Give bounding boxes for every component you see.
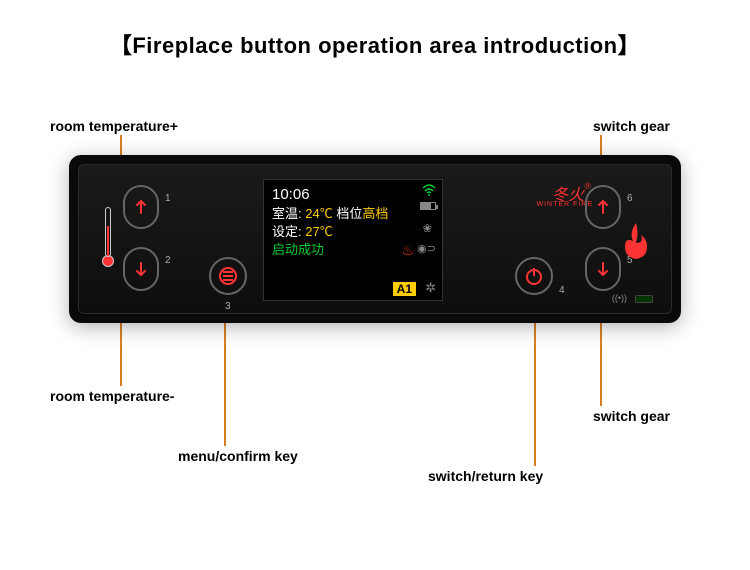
gear-value: 高档 xyxy=(362,206,388,221)
gear-label: 档位 xyxy=(336,206,362,221)
set-value: 27℃ xyxy=(305,224,332,239)
label-room-temp-up: room temperature+ xyxy=(50,118,178,134)
screen-set-row: 设定: 27℃ xyxy=(272,223,434,241)
fan-icon: ✲ xyxy=(425,280,436,296)
label-switch-gear-top: switch gear xyxy=(593,118,670,134)
lcd-screen: ❀ 10:06 室温: 24℃ 档位高档 设定: 27℃ 启动成功 ♨ ◉⊃ A… xyxy=(263,179,443,301)
button-number: 2 xyxy=(165,255,171,266)
label-switch-return: switch/return key xyxy=(428,468,543,484)
room-temp-value: 24℃ xyxy=(305,206,332,221)
page-title: 【Fireplace button operation area introdu… xyxy=(0,0,750,60)
wifi-icon xyxy=(422,184,436,199)
control-panel: 1 2 3 ❀ 10:06 室温: 24℃ 档位高档 设定: 27℃ xyxy=(69,155,681,323)
leaf-icon: ❀ xyxy=(423,222,432,235)
power-button[interactable] xyxy=(515,257,553,295)
button-number: 3 xyxy=(225,301,231,312)
gear-up-button[interactable] xyxy=(585,185,621,229)
screen-room-temp-row: 室温: 24℃ 档位高档 xyxy=(272,205,434,223)
arrow-down-icon xyxy=(133,261,149,277)
button-number: 4 xyxy=(559,285,565,296)
flame-small-icon: ♨ xyxy=(401,242,414,259)
button-number: 6 xyxy=(627,193,633,204)
menu-icon xyxy=(219,267,237,285)
gear-down-button[interactable] xyxy=(585,247,621,291)
indicator-light xyxy=(635,295,653,303)
code-badge: A1 xyxy=(393,282,416,296)
panel-face: 1 2 3 ❀ 10:06 室温: 24℃ 档位高档 设定: 27℃ xyxy=(78,164,672,314)
label-room-temp-down: room temperature- xyxy=(50,388,174,404)
turbo-icon: ◉⊃ xyxy=(417,242,436,255)
menu-button[interactable] xyxy=(209,257,247,295)
arrow-up-icon xyxy=(595,199,611,215)
button-number: 1 xyxy=(165,193,171,204)
set-label: 设定: xyxy=(272,224,302,239)
flame-icon xyxy=(619,221,653,271)
room-temp-label: 室温: xyxy=(272,206,302,221)
signal-icon: ((•)) xyxy=(612,293,627,303)
temp-up-button[interactable] xyxy=(123,185,159,229)
label-menu-confirm: menu/confirm key xyxy=(178,448,298,464)
screen-time: 10:06 xyxy=(272,186,434,203)
power-icon xyxy=(524,266,544,286)
temp-down-button[interactable] xyxy=(123,247,159,291)
arrow-down-icon xyxy=(595,261,611,277)
battery-icon xyxy=(420,202,436,210)
thermometer-icon xyxy=(101,207,115,271)
arrow-up-icon xyxy=(133,199,149,215)
label-switch-gear-bottom: switch gear xyxy=(593,408,670,424)
